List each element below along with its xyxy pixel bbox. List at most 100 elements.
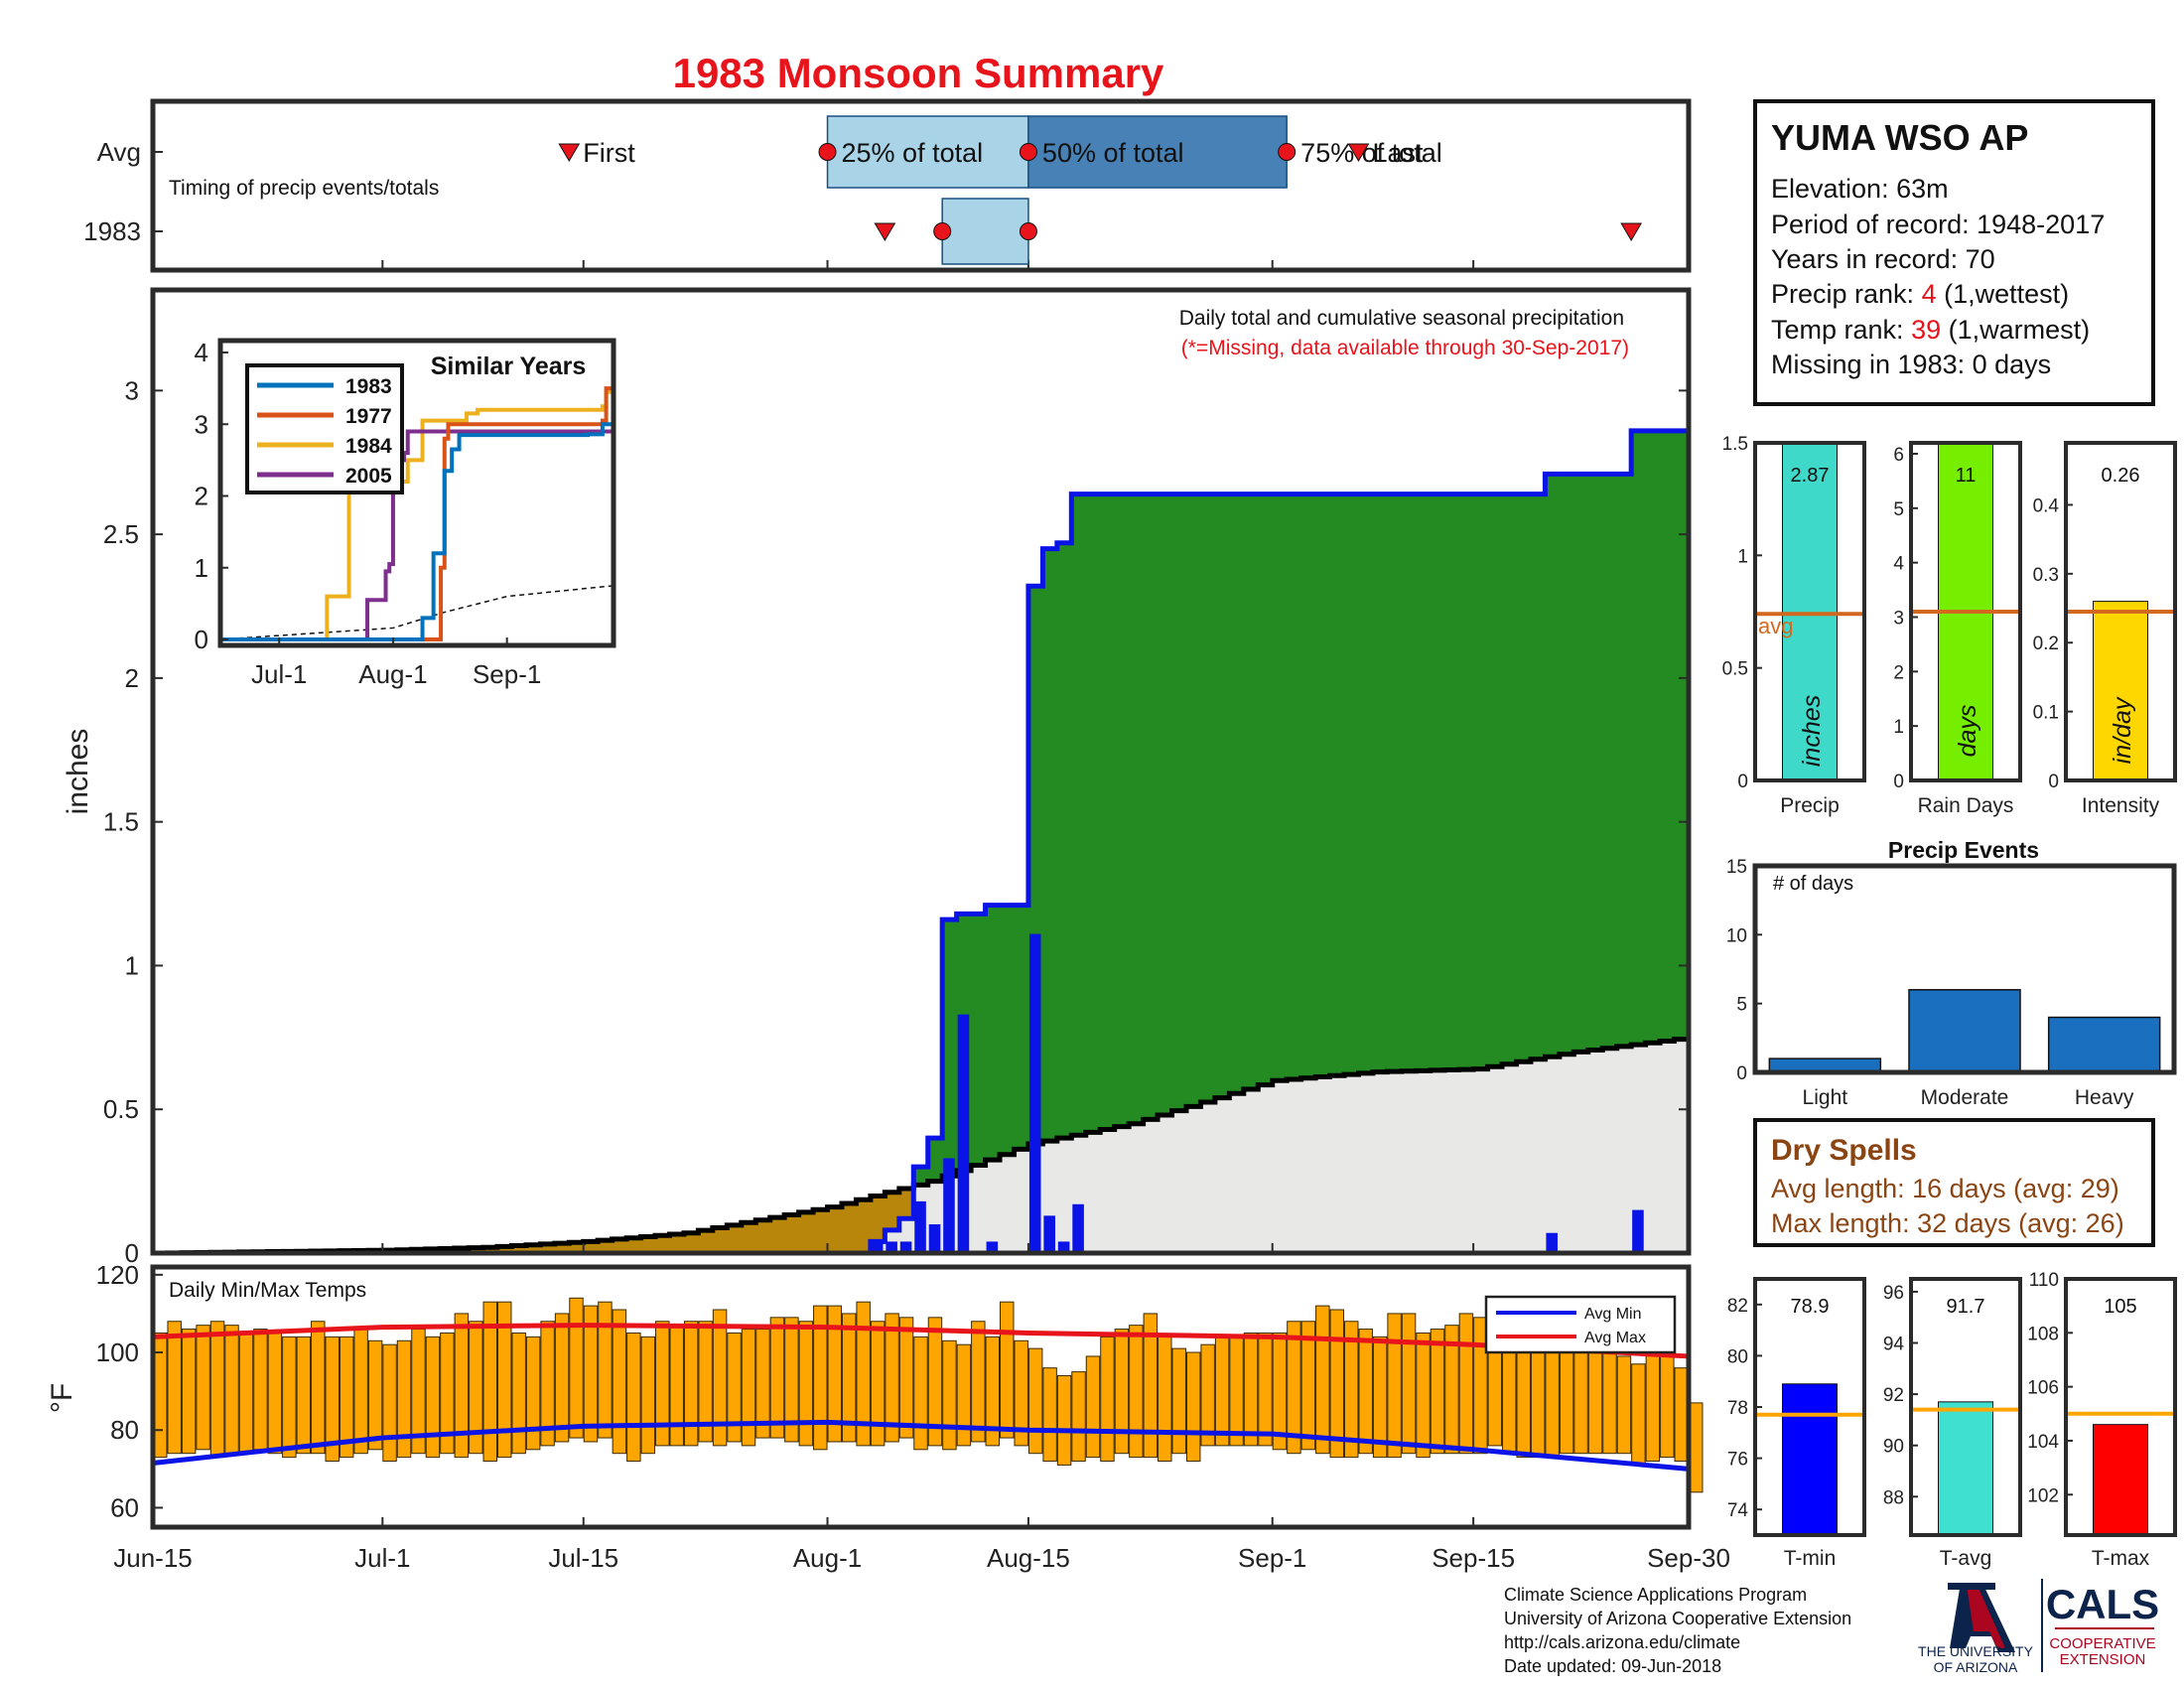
precip-events-title: Precip Events xyxy=(1888,837,2039,863)
daily-temp-bar xyxy=(612,1309,627,1455)
station-box-frame xyxy=(1753,99,2155,406)
daily-temp-bar xyxy=(1114,1329,1130,1455)
avg-marker-label-1: 25% of total xyxy=(842,138,984,168)
above-avg-fill-segment xyxy=(1372,493,1388,1072)
temps-ylabel: °F xyxy=(46,1383,78,1413)
events-tick-label: 10 xyxy=(1726,925,1747,946)
daily-temp-bar xyxy=(296,1336,312,1455)
avg-marker-label-2: 50% of total xyxy=(1042,138,1184,168)
timing-row-year-label: 1983 xyxy=(83,216,141,246)
above-avg-fill-segment xyxy=(1287,493,1302,1080)
below-avg-fill-segment xyxy=(798,1211,814,1253)
above-avg-fill-segment xyxy=(1502,493,1518,1064)
main-ylabel: inches xyxy=(62,729,94,815)
precip-rank-value: 4 xyxy=(1922,279,1937,309)
dry-spells-max-length: Max length: 32 days (avg: 26) xyxy=(1771,1208,2124,1238)
temp-summary-tick-label: 82 xyxy=(1727,1296,1748,1317)
footer-line-1: Climate Science Applications Program xyxy=(1504,1585,1807,1605)
daily-temp-bar xyxy=(482,1301,497,1463)
daily-temp-bar xyxy=(1372,1336,1388,1459)
main-ytick-label: 2.5 xyxy=(103,519,139,549)
timing-note: Timing of precip events/totals xyxy=(169,177,439,200)
daily-temp-bar xyxy=(1631,1363,1646,1466)
temp-ytick-label: 120 xyxy=(96,1260,139,1290)
daily-temp-bar xyxy=(885,1313,899,1443)
above-avg-fill-segment xyxy=(1387,493,1403,1072)
summary-tick-label: 6 xyxy=(1893,445,1904,466)
summary-tick-label: 1 xyxy=(1737,546,1748,567)
xtick-label: Sep-1 xyxy=(1238,1543,1306,1573)
main-frame xyxy=(150,287,1692,1256)
legend-avg-min-label: Avg Min xyxy=(1584,1306,1642,1323)
above-avg-fill-segment xyxy=(1473,493,1489,1069)
above-avg-fill-segment xyxy=(1243,493,1259,1089)
above-avg-fill-segment xyxy=(1171,493,1187,1111)
inset-legend-label-2005: 2005 xyxy=(345,465,392,488)
temp-value-label-0: 78.9 xyxy=(1791,1296,1830,1318)
daily-temp-bar xyxy=(655,1321,670,1447)
legend-avg-max-label: Avg Max xyxy=(1584,1330,1646,1346)
inset-xtick-label: Sep-1 xyxy=(473,659,541,689)
temps-frame xyxy=(150,1264,1692,1530)
daily-temp-bar xyxy=(1014,1339,1028,1447)
inset-ytick-label: 2 xyxy=(195,482,208,511)
main-ytick-label: 1 xyxy=(125,950,139,980)
above-avg-fill-segment xyxy=(1602,474,1618,1049)
temp-bar-2 xyxy=(2093,1424,2148,1536)
dry-spells-title: Dry Spells xyxy=(1771,1134,1917,1167)
summary-value-label-1: 11 xyxy=(1956,465,1977,487)
below-avg-fill-segment xyxy=(540,1243,556,1253)
temp-frame-2 xyxy=(2064,1277,2177,1537)
station-temp-rank: Temp rank: 39 (1,warmest) xyxy=(1771,315,2090,345)
daily-temp-bar xyxy=(253,1329,268,1451)
daily-temp-bar xyxy=(540,1321,555,1447)
xtick-label: Sep-30 xyxy=(1647,1543,1730,1573)
daily-temp-bar xyxy=(1473,1317,1488,1455)
temps-panel: 60 80 100 120 Daily Min/Max Temps °F Avg Mi… xyxy=(46,1260,1730,1573)
daily-temp-bar xyxy=(1085,1355,1101,1459)
cals-logo: CALS COOPERATIVE EXTENSION xyxy=(2046,1581,2159,1668)
above-avg-fill-segment xyxy=(1573,474,1589,1053)
inset-avg-line xyxy=(219,585,614,640)
daily-temp-bar xyxy=(469,1321,483,1455)
daily-temp-bar xyxy=(224,1325,239,1455)
avg-marker-0 xyxy=(558,143,581,162)
temp-bar-1 xyxy=(1938,1401,1993,1536)
daily-temp-bar xyxy=(1056,1374,1072,1466)
cals-logo-text: CALS xyxy=(2046,1581,2159,1627)
daily-temp-bar xyxy=(769,1317,785,1439)
dry-spells-frame xyxy=(1753,1118,2155,1247)
daily-temp-bar xyxy=(1229,1336,1244,1447)
daily-temp-bar xyxy=(339,1336,354,1459)
below-avg-fill-segment xyxy=(898,1189,914,1219)
avg-marker-2 xyxy=(1019,143,1037,161)
below-avg-fill-segment xyxy=(885,1192,900,1230)
daily-temp-bar xyxy=(1287,1321,1301,1455)
summary-tick-label: 2 xyxy=(1893,662,1904,683)
inset-legend-label-1983: 1983 xyxy=(345,375,392,398)
above-avg-fill-segment xyxy=(1344,493,1360,1075)
above-avg-fill-segment xyxy=(1487,493,1503,1067)
below-avg-fill-segment xyxy=(727,1224,743,1253)
daily-temp-bar xyxy=(1243,1332,1259,1447)
dry-spells-avg-length: Avg length: 16 days (avg: 29) xyxy=(1771,1174,2119,1203)
xtick-label: Jul-1 xyxy=(354,1543,410,1573)
daily-precip-bar xyxy=(1632,1209,1644,1253)
daily-precip-bar xyxy=(914,1200,926,1253)
above-avg-fill-segment xyxy=(1516,493,1532,1062)
daily-temp-bar xyxy=(971,1321,986,1443)
daily-temp-bar xyxy=(841,1313,857,1443)
below-avg-fill-segment xyxy=(669,1233,685,1253)
summary-unit-label-0: inches xyxy=(1798,695,1826,767)
xtick-label: Jun-15 xyxy=(113,1543,193,1573)
below-avg-fill-segment xyxy=(755,1219,771,1253)
below-avg-fill-segment xyxy=(525,1244,541,1253)
inset-legend-label-1984: 1984 xyxy=(345,435,392,458)
temp-name-label-0: T-min xyxy=(1784,1547,1837,1570)
daily-temp-bar xyxy=(1214,1336,1230,1447)
main-note-line2: (*=Missing, data available through 30-Se… xyxy=(1181,337,1629,359)
daily-temp-bar xyxy=(209,1321,225,1459)
above-avg-fill-segment xyxy=(985,905,1001,1161)
precip-event-label: Moderate xyxy=(1921,1086,2009,1109)
